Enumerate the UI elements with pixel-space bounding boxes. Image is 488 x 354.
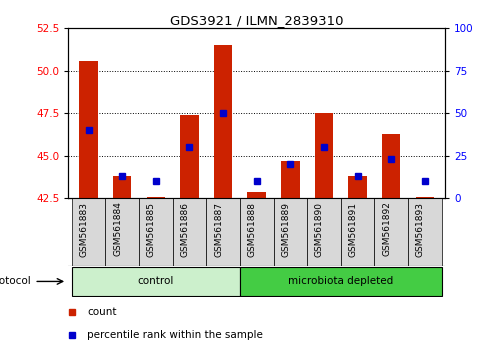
Bar (381, 134, 400, 198)
Text: GSM561890: GSM561890 (314, 202, 323, 257)
Bar (72, 198, 105, 266)
Text: control: control (138, 276, 174, 286)
Text: count: count (87, 307, 117, 317)
Bar (105, 198, 139, 266)
Text: GSM561884: GSM561884 (113, 202, 122, 257)
Bar (247, 192, 265, 198)
Bar (72, 267, 240, 296)
Bar (374, 198, 407, 266)
Text: GSM561888: GSM561888 (247, 202, 256, 257)
Bar (172, 198, 206, 266)
Bar (281, 161, 299, 198)
Text: GSM561892: GSM561892 (382, 202, 390, 257)
Text: microbiota depleted: microbiota depleted (287, 276, 392, 286)
Bar (240, 267, 441, 296)
Bar (180, 115, 198, 198)
Text: GSM561893: GSM561893 (415, 202, 424, 257)
Text: percentile rank within the sample: percentile rank within the sample (87, 330, 263, 339)
Bar (206, 198, 240, 266)
Bar (314, 113, 332, 198)
Text: GSM561889: GSM561889 (281, 202, 290, 257)
Bar (306, 198, 340, 266)
Text: GSM561883: GSM561883 (80, 202, 88, 257)
Bar (139, 198, 172, 266)
Bar (407, 198, 441, 266)
Text: GSM561891: GSM561891 (348, 202, 357, 257)
Bar (273, 198, 306, 266)
Bar (79, 61, 98, 198)
Text: GSM561887: GSM561887 (214, 202, 223, 257)
Bar (347, 176, 366, 198)
Bar (213, 45, 232, 198)
Bar (340, 198, 374, 266)
Title: GDS3921 / ILMN_2839310: GDS3921 / ILMN_2839310 (170, 14, 343, 27)
Bar (113, 176, 131, 198)
Bar (240, 198, 273, 266)
Text: GSM561885: GSM561885 (146, 202, 156, 257)
Text: protocol: protocol (0, 276, 31, 286)
Text: GSM561886: GSM561886 (180, 202, 189, 257)
